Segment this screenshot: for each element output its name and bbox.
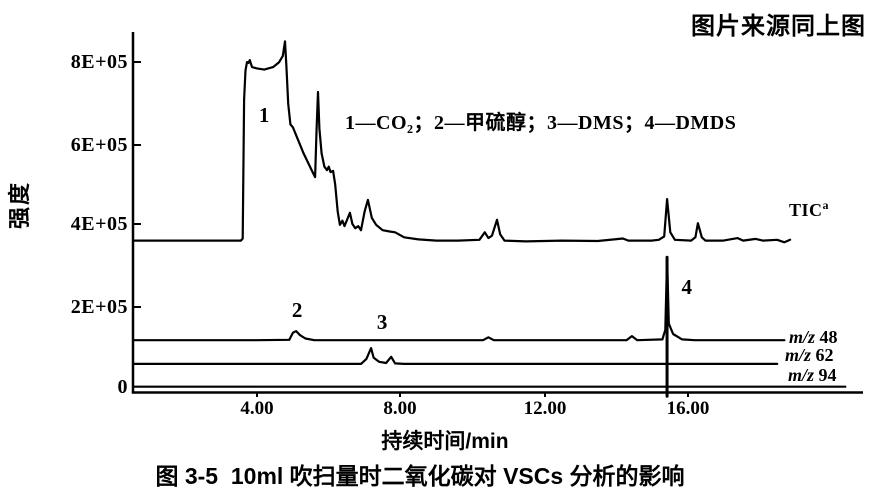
trace-label-mz48: m/z 48 bbox=[789, 328, 838, 347]
trace-tic bbox=[132, 40, 792, 244]
mz48-value: 48 bbox=[819, 327, 838, 347]
tic-label-text: TIC bbox=[789, 200, 823, 220]
y-tick-label-0: 0 bbox=[117, 376, 128, 398]
mz94-prefix: m/z bbox=[788, 365, 815, 385]
y-tick-label-6e5: 6E+05 bbox=[70, 134, 128, 156]
trace-label-tic: TICa bbox=[789, 196, 829, 220]
peak-label-4: 4 bbox=[681, 275, 693, 300]
x-axis-title: 持续时间/min bbox=[381, 430, 509, 453]
x-tick-label-4: 4.00 bbox=[240, 398, 274, 419]
y-tick-label-2e5: 2E+05 bbox=[70, 296, 128, 318]
peak-legend: 1—CO₂；2—甲硫醇；3—DMS；4—DMDS bbox=[345, 112, 737, 134]
trace-label-mz62: m/z 62 bbox=[785, 346, 834, 365]
y-tick-label-8e5: 8E+05 bbox=[70, 51, 128, 73]
mz62-prefix: m/z bbox=[785, 345, 812, 365]
peak-label-3: 3 bbox=[376, 309, 388, 334]
x-tick-label-16: 16.00 bbox=[666, 398, 710, 419]
y-tick-label-4e5: 4E+05 bbox=[70, 213, 128, 235]
y-axis-title: 强度 bbox=[7, 181, 32, 230]
peak-label-1: 1 bbox=[258, 102, 270, 127]
tic-label-superscript: a bbox=[822, 198, 830, 212]
trace-label-mz94: m/z 94 bbox=[788, 366, 837, 385]
x-tick-label-8: 8.00 bbox=[383, 398, 417, 419]
chromatogram-traces bbox=[132, 40, 847, 398]
figure-caption: 图 3-5 10ml 吹扫量时二氧化碳对 VSCs 分析的影响 bbox=[155, 463, 685, 489]
mz94-value: 94 bbox=[818, 365, 837, 385]
peak-label-2: 2 bbox=[291, 297, 303, 322]
source-note: 图片来源同上图 bbox=[691, 13, 866, 40]
x-tick-label-12: 12.00 bbox=[523, 398, 567, 419]
mz62-value: 62 bbox=[815, 345, 834, 365]
trace-m-z-62 bbox=[132, 347, 779, 365]
x-axis-tick-marks bbox=[256, 392, 689, 397]
mz48-prefix: m/z bbox=[789, 327, 816, 347]
y-axis-tick-marks bbox=[133, 61, 141, 308]
trace-m-z-48 bbox=[132, 256, 786, 342]
